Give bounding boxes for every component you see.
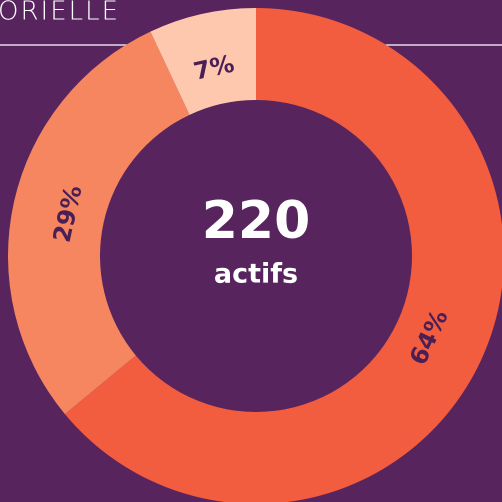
center-label: actifs — [214, 259, 298, 290]
chart-title: ORIELLE — [0, 0, 120, 27]
center-value: 220 — [202, 191, 311, 251]
donut — [7, 8, 502, 502]
donut-segment — [64, 8, 502, 502]
donut-segment — [150, 8, 256, 115]
donut-segment — [7, 31, 190, 415]
